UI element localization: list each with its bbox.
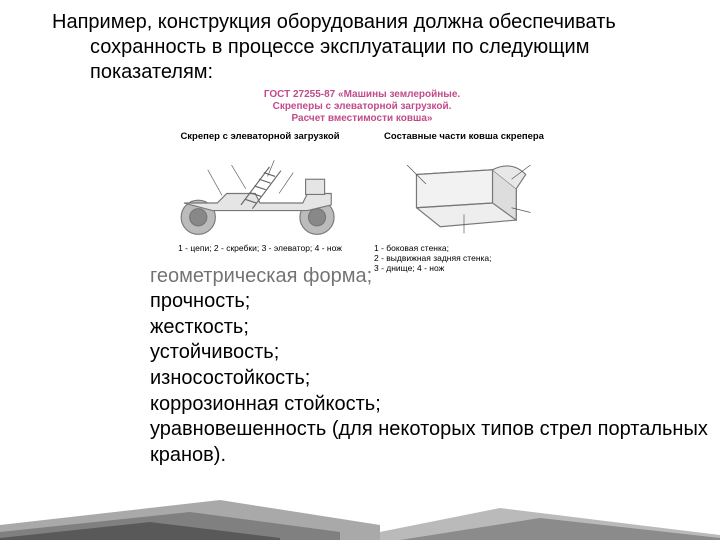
legend-r1: 1 - боковая стенка; [374,243,449,253]
list-item: геометрическая форма; [150,264,708,290]
list-item: жесткость; [150,315,708,341]
figure-right: Составные части ковша скрепера [366,131,562,274]
figure-left-legend: 1 - цепи; 2 - скребки; 3 - элеватор; 4 -… [162,243,358,253]
list-item: износостойкость; [150,366,708,392]
slide-accent-decoration [0,490,720,540]
figure-title-line2: Скреперы с элеваторной загрузкой. [273,101,452,112]
list-item: уравновешенность (для некоторых типов ст… [150,417,708,468]
figure-left: Скрепер с элеваторной загрузкой [162,131,358,274]
list-item: коррозионная стойкость; [150,392,708,418]
figure: ГОСТ 27255-87 «Машины землеройные. Скреп… [162,89,562,274]
legend-r2: 2 - выдвижная задняя стенка; [374,253,492,263]
scraper-drawing [162,146,358,241]
figure-left-caption: Скрепер с элеваторной загрузкой [162,131,358,142]
figure-title-line1: ГОСТ 27255-87 «Машины землеройные. [264,89,460,100]
figure-right-caption: Составные части ковша скрепера [366,131,562,142]
list-item: прочность; [150,289,708,315]
figure-title-line3: Расчет вместимости ковша» [292,113,433,124]
intro-paragraph: Например, конструкция оборудования должн… [12,10,708,85]
bullet-list: геометрическая форма; прочность; жесткос… [12,264,708,469]
bucket-drawing [366,146,562,241]
list-item: устойчивость; [150,340,708,366]
figure-title: ГОСТ 27255-87 «Машины землеройные. Скреп… [162,89,562,125]
